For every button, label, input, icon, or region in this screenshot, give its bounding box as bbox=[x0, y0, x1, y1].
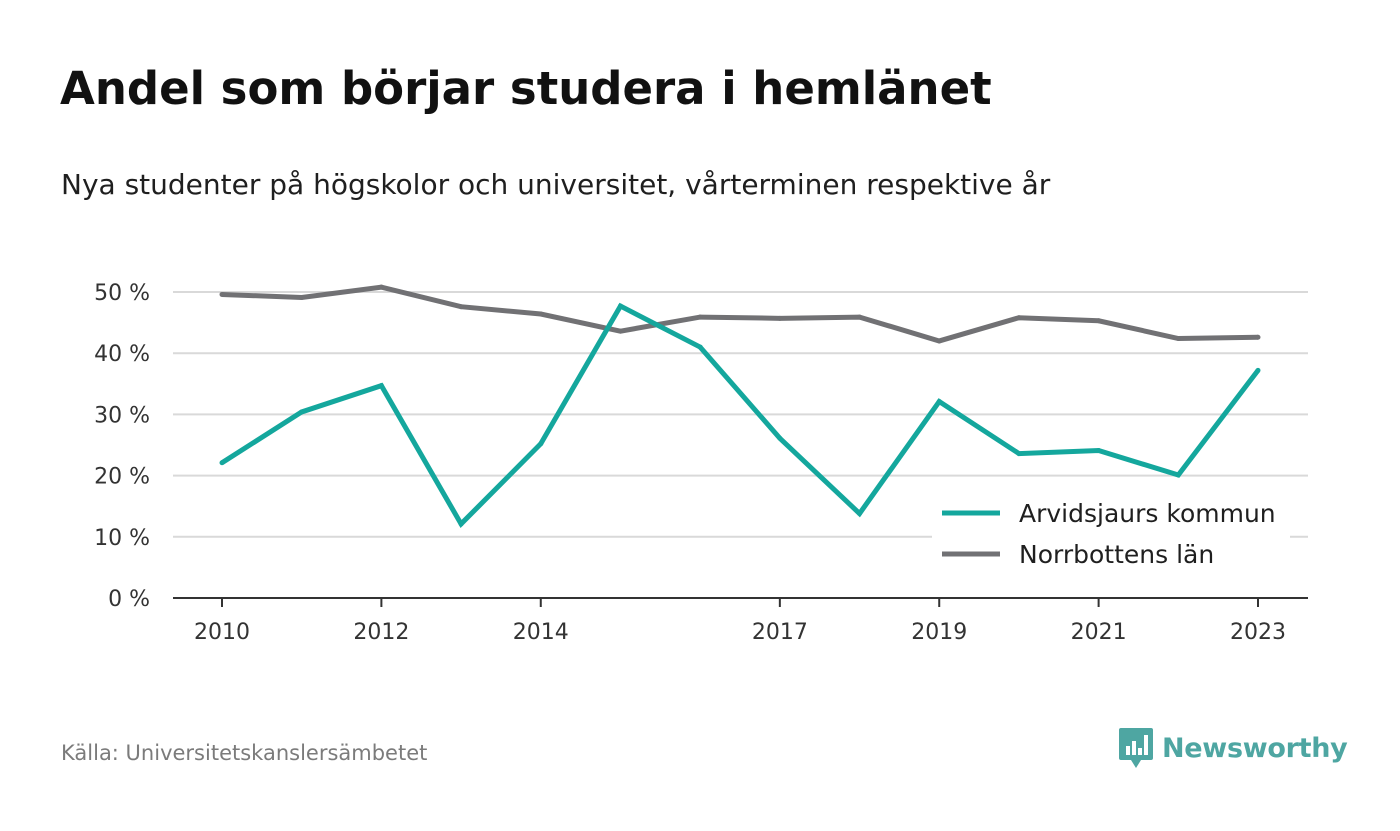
data-point bbox=[857, 314, 863, 320]
data-point bbox=[1175, 336, 1181, 342]
data-point bbox=[378, 383, 384, 389]
y-tick-label: 0 % bbox=[108, 587, 150, 612]
data-point bbox=[697, 314, 703, 320]
legend-background bbox=[932, 492, 1290, 576]
y-tick-label: 40 % bbox=[94, 342, 150, 367]
legend: Arvidsjaurs kommun Norrbottens län bbox=[932, 492, 1290, 576]
line-chart: 0 % 10 % 20 % 30 % 40 % 50 % 2010 2012 2014 2017… bbox=[94, 281, 1308, 645]
data-point bbox=[458, 304, 464, 310]
data-point bbox=[617, 328, 623, 334]
series-line-norrbotten bbox=[221, 284, 1259, 344]
legend-label: Norrbottens län bbox=[1019, 540, 1214, 569]
chart-subtitle: Nya studenter på högskolor och universit… bbox=[61, 168, 1051, 201]
data-point bbox=[1016, 315, 1022, 321]
data-point bbox=[697, 344, 703, 350]
brand-logo: Newsworthy bbox=[1118, 726, 1348, 770]
x-tick-label: 2017 bbox=[752, 620, 808, 645]
data-point bbox=[857, 511, 863, 517]
data-point bbox=[1255, 334, 1261, 340]
source-note: Källa: Universitetskanslersämbetet bbox=[61, 741, 428, 765]
data-point bbox=[219, 460, 225, 466]
data-point bbox=[1096, 318, 1102, 324]
data-point bbox=[378, 284, 384, 290]
data-series bbox=[219, 284, 1261, 529]
x-tick-label: 2012 bbox=[353, 620, 409, 645]
data-point bbox=[458, 521, 464, 527]
data-point bbox=[1096, 448, 1102, 454]
series-line-arvidsjaur bbox=[220, 302, 1260, 529]
brand-name: Newsworthy bbox=[1162, 732, 1348, 764]
data-point bbox=[299, 295, 305, 301]
y-tick-label: 20 % bbox=[94, 465, 150, 490]
chart-title: Andel som börjar studera i hemlänet bbox=[60, 62, 992, 115]
data-point bbox=[538, 441, 544, 447]
data-point bbox=[538, 311, 544, 317]
data-point bbox=[1175, 472, 1181, 478]
data-point bbox=[219, 291, 225, 297]
data-point bbox=[936, 338, 942, 344]
x-tick-label: 2019 bbox=[911, 620, 967, 645]
legend-label: Arvidsjaurs kommun bbox=[1019, 499, 1276, 528]
x-tick-label: 2014 bbox=[513, 620, 569, 645]
y-tick-label: 30 % bbox=[94, 403, 150, 428]
x-tick-label: 2023 bbox=[1230, 620, 1286, 645]
data-point bbox=[777, 315, 783, 321]
y-tick-label: 10 % bbox=[94, 526, 150, 551]
x-tick-label: 2021 bbox=[1071, 620, 1127, 645]
x-tick-label: 2010 bbox=[194, 620, 250, 645]
data-point bbox=[777, 435, 783, 441]
data-point bbox=[1016, 451, 1022, 457]
data-point bbox=[617, 303, 623, 309]
data-point bbox=[936, 399, 942, 405]
x-axis-ticks: 2010 2012 2014 2017 2019 2021 2023 bbox=[173, 597, 1308, 645]
data-point bbox=[299, 409, 305, 415]
y-tick-label: 50 % bbox=[94, 281, 150, 306]
data-point bbox=[1255, 367, 1261, 373]
y-axis-ticks: 0 % 10 % 20 % 30 % 40 % 50 % bbox=[94, 281, 150, 612]
newsworthy-logo-icon bbox=[1119, 728, 1153, 768]
